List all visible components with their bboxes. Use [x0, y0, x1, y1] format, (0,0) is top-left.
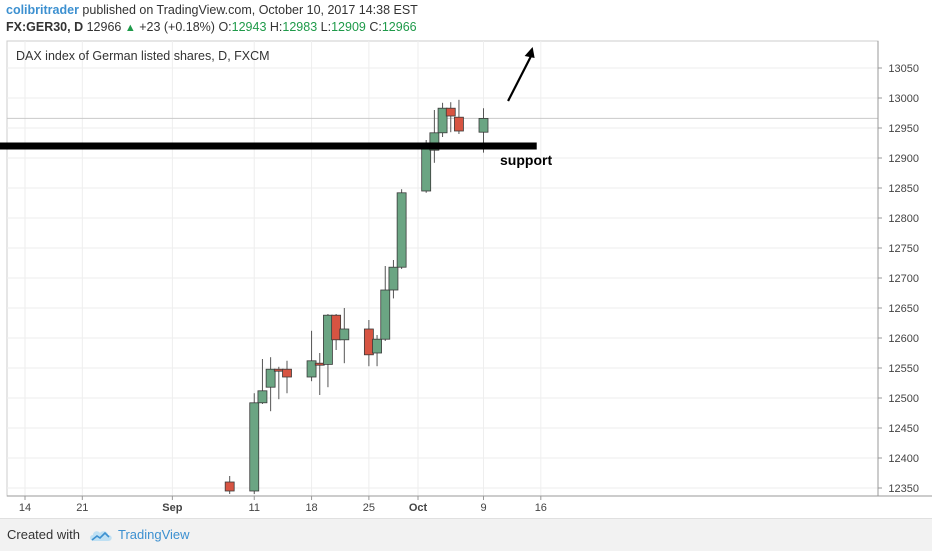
- candle-body: [282, 368, 292, 378]
- x-tick-label: Oct: [409, 502, 428, 514]
- published-text: published on TradingView.com, October 10…: [82, 3, 418, 17]
- y-tick-label: 12900: [888, 153, 919, 165]
- up-arrow-line: [507, 52, 534, 102]
- chart-header: colibritrader published on TradingView.c…: [6, 2, 926, 37]
- high-value: 12983: [282, 20, 318, 34]
- candle-body: [249, 402, 260, 492]
- candle: [265, 357, 276, 412]
- up-arrow-head: [524, 47, 535, 58]
- up-triangle-icon: ▲: [124, 22, 136, 34]
- candlestick-chart[interactable]: DAX index of German listed shares, D, FX…: [0, 0, 932, 518]
- candle-body: [306, 360, 317, 378]
- x-tick-label: 16: [535, 502, 547, 514]
- low-label: L:: [320, 20, 332, 34]
- y-tick-label: 12450: [888, 423, 919, 435]
- last-price: 12966: [86, 20, 122, 34]
- candles: [7, 99, 878, 494]
- candle-body: [257, 390, 268, 404]
- close-value: 12966: [381, 20, 417, 34]
- y-tick-label: 12950: [888, 123, 919, 135]
- candle-body: [224, 481, 235, 492]
- candle: [454, 99, 464, 134]
- y-tick-label: 12700: [888, 273, 919, 285]
- x-tick-label: 9: [480, 502, 486, 514]
- created-with-text: Created with: [7, 527, 80, 542]
- close-label: C:: [369, 20, 382, 34]
- candle-body: [454, 116, 464, 132]
- symbol-label[interactable]: FX:GER30, D: [6, 20, 84, 34]
- x-tick-label: Sep: [162, 502, 182, 514]
- support-label: support: [500, 152, 552, 168]
- candle-body: [372, 338, 382, 354]
- open-label: O:: [218, 20, 232, 34]
- candle-body: [429, 132, 440, 151]
- y-tick-label: 13050: [888, 63, 919, 75]
- tradingview-cloud-icon[interactable]: [88, 527, 114, 543]
- candle: [257, 359, 268, 404]
- candle-body: [314, 362, 325, 366]
- candle-body: [421, 148, 432, 192]
- x-tick-label: 11: [249, 502, 260, 514]
- y-tick-label: 12500: [888, 393, 919, 405]
- candle-body: [339, 328, 350, 341]
- candle: [445, 102, 456, 133]
- y-tick-label: 12850: [888, 183, 919, 195]
- open-value: 12943: [231, 20, 267, 34]
- candle: [339, 308, 350, 364]
- time-axis[interactable]: [7, 496, 932, 518]
- candle-body: [388, 266, 399, 291]
- candle: [380, 266, 391, 341]
- chart-title: DAX index of German listed shares, D, FX…: [16, 49, 270, 63]
- y-axis-ticks: 12350 12400 12450 12500 12550 12600 12650 12700…: [878, 63, 919, 495]
- price-axis[interactable]: [878, 41, 932, 496]
- x-tick-label: 21: [76, 502, 88, 514]
- candle-body: [363, 328, 374, 356]
- high-label: H:: [269, 20, 283, 34]
- tradingview-link[interactable]: TradingView: [118, 527, 190, 542]
- low-value: 12909: [331, 20, 366, 34]
- y-tick-label: 12800: [888, 213, 919, 225]
- candle: [396, 189, 407, 269]
- candle-body: [396, 192, 407, 268]
- candle-body: [445, 107, 456, 117]
- candle: [331, 314, 342, 350]
- candle: [429, 110, 440, 163]
- price-change: +23 (+0.18%): [139, 20, 215, 34]
- candle-body: [323, 314, 333, 365]
- candle-body: [437, 107, 448, 134]
- x-axis-ticks: 14 21 Sep 11 18 25 Oct 9 16: [19, 496, 547, 514]
- x-tick-label: 25: [363, 502, 375, 514]
- y-tick-label: 12600: [888, 333, 919, 345]
- candle-body: [265, 368, 276, 388]
- y-tick-label: 12350: [888, 483, 919, 495]
- y-tick-label: 12550: [888, 363, 919, 375]
- candle: [388, 260, 399, 299]
- candle: [249, 393, 260, 494]
- candle: [224, 476, 235, 494]
- candle-body: [380, 289, 391, 340]
- x-tick-label: 18: [305, 502, 317, 514]
- author-link[interactable]: colibritrader: [6, 3, 79, 17]
- candle: [306, 330, 317, 382]
- candle-body: [273, 368, 284, 372]
- quote-line: FX:GER30, D 12966 ▲ +23 (+0.18%) O:12943…: [6, 19, 926, 37]
- candle: [437, 102, 448, 137]
- publish-line: colibritrader published on TradingView.c…: [6, 2, 926, 19]
- y-tick-label: 12650: [888, 303, 919, 315]
- y-tick-label: 12400: [888, 453, 919, 465]
- candle: [372, 335, 382, 367]
- candle-body: [331, 314, 342, 341]
- y-tick-label: 13000: [888, 93, 919, 105]
- x-tick-label: 14: [19, 502, 31, 514]
- candle-body: [478, 118, 489, 133]
- y-tick-label: 12750: [888, 243, 919, 255]
- candle: [282, 360, 292, 394]
- grid: [7, 41, 878, 496]
- footer: Created with TradingView: [0, 518, 932, 551]
